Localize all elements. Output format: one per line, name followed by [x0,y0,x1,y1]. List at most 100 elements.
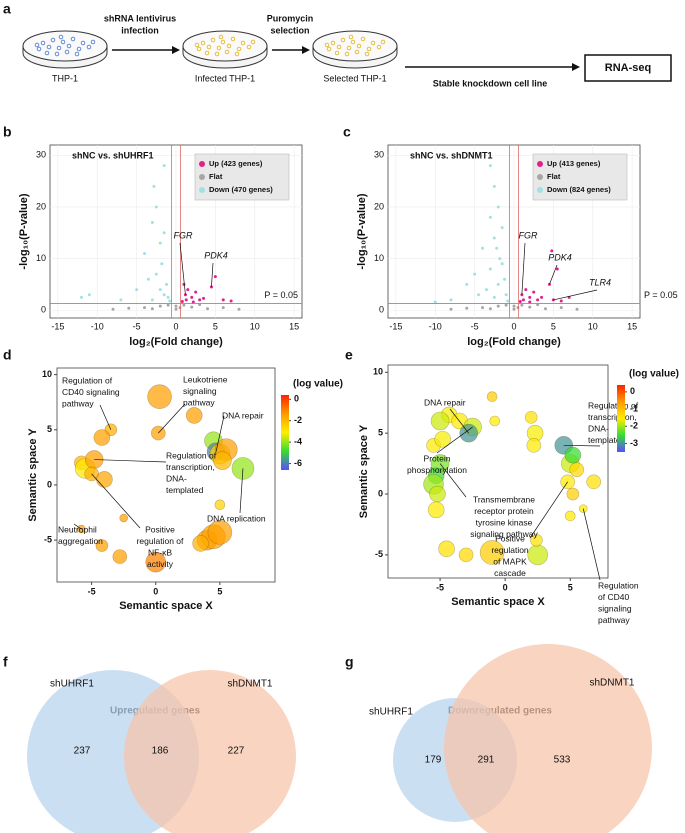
cell [60,39,66,45]
point [518,299,522,303]
bubble [427,501,445,519]
point [160,262,164,266]
annotation: templated [588,435,626,445]
point [449,298,453,302]
y-axis-label: Semantic space Y [27,428,39,522]
step-label: Selected THP-1 [323,73,386,83]
bubble [586,474,601,490]
annotation: Regulation of [588,400,639,410]
set-label: shDNMT1 [589,678,634,689]
y-axis-label: -log₁₀(P-value) [356,193,368,269]
bubble [214,499,226,511]
colorbar-tick-label: -3 [630,438,638,448]
set-label: shDNMT1 [227,679,272,690]
point [221,306,225,310]
point [492,295,496,299]
point [80,295,83,299]
point [229,299,233,303]
point [516,306,520,310]
point [481,246,484,250]
point [433,300,437,304]
point [190,295,194,299]
cell [218,34,224,40]
point [162,164,166,168]
colorbar-tick-label: -1 [630,403,638,413]
y-tick-label: 10 [373,367,383,377]
legend-label: Down (470 genes) [209,185,273,194]
point [528,300,532,304]
cell [66,43,72,49]
x-tick-label: 10 [250,321,260,331]
annotation-line [239,468,244,514]
x-tick-label: 15 [289,321,299,331]
legend-label: Up (423 genes) [209,159,263,168]
legend [532,153,628,201]
y-tick-label: 5 [378,428,383,438]
annotation: regulation of [137,536,184,546]
annotation: DNA replication [207,513,266,523]
point [152,184,156,188]
bubble [185,407,203,424]
panel-letter: f [3,654,8,670]
point [488,307,492,311]
annotation: FGR [519,230,538,240]
cell [210,37,216,43]
panel-letter: c [343,124,351,140]
cell [236,46,242,52]
annotation: Protein [424,453,451,463]
bubble [524,411,538,424]
transition-label: Puromycin [267,13,314,23]
cell [76,46,82,52]
point [503,277,507,281]
legend [194,153,290,201]
point [221,298,225,302]
bubble [96,471,113,488]
point [165,282,169,286]
transition-label: infection [121,25,159,35]
chart-title: shNC vs. shDNMT1 [410,150,493,160]
annotation-line [158,403,186,434]
point [119,298,123,302]
point [158,241,162,245]
point [190,305,194,309]
point [184,298,188,302]
point [488,267,492,271]
point [488,215,492,219]
bubble [95,539,109,552]
point [500,226,504,230]
annotation: Positive [145,524,175,534]
annotation-line [449,408,469,434]
bubble [147,384,172,409]
bubble [527,544,549,566]
y-tick-label: 5 [47,424,52,434]
legend-swatch [199,174,205,180]
annotation: Leukotriene [183,374,228,384]
bubble [213,451,232,470]
annotation-line [439,463,467,498]
venn-count: 291 [478,755,495,766]
cell [334,50,340,56]
cell [200,40,206,46]
cell [376,44,382,50]
annotation: DNA repair [424,397,466,407]
annotation: CD40 signaling [62,387,120,397]
bubble [438,540,455,558]
cell [364,51,370,57]
colorbar-tick-label: 0 [630,386,635,396]
annotation-line [91,473,141,529]
cell [50,37,56,43]
bubble [429,485,446,503]
bubble [526,438,542,453]
cell [74,51,80,57]
y-tick-label: 30 [374,150,384,160]
bubble [145,551,167,573]
point [191,300,195,304]
annotation-arrow [211,262,214,288]
point [498,257,502,261]
point [186,288,190,292]
point [174,307,178,311]
bubble [569,462,585,477]
point [520,303,524,307]
cell [64,49,70,55]
cell [216,45,222,51]
